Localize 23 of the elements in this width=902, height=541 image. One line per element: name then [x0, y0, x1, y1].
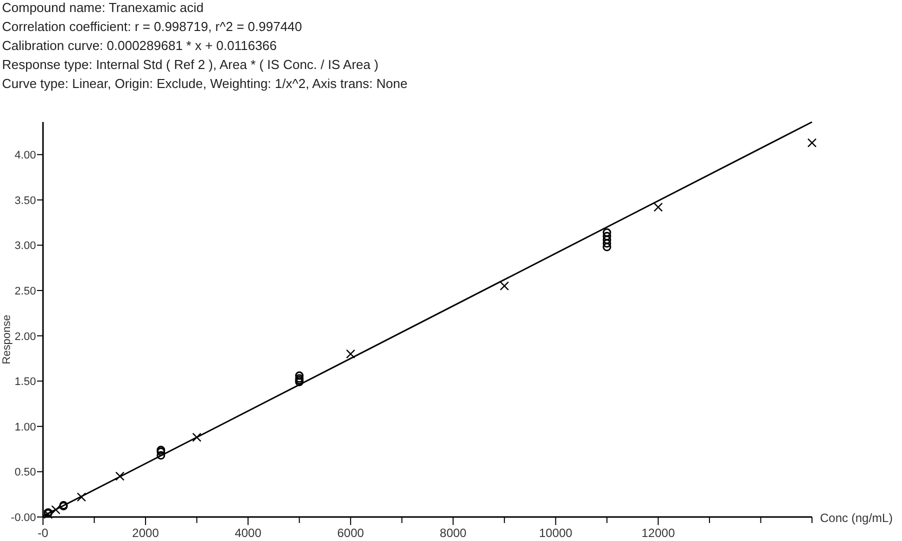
x-tick-label: -0	[38, 526, 49, 540]
x-tick-label: 2000	[132, 526, 160, 540]
text: Response type: Internal Std ( Ref 2 ), Area * ( IS Conc. / IS Area )	[2, 57, 378, 72]
x-axis-title: Conc (ng/mL)	[820, 511, 893, 525]
y-tick-label: 3.50	[14, 194, 36, 207]
y-tick-label: 0.50	[14, 466, 36, 479]
text: Correlation coefficient: r = 0.998719, r^2 = 0.997440	[2, 19, 302, 34]
x-tick-label: 12000	[642, 526, 676, 540]
y-tick-label: 3.00	[14, 240, 36, 252]
text: Calibration curve: 0.000289681 * x + 0.0116366	[2, 38, 277, 53]
y-tick-label: 4.00	[14, 150, 36, 162]
text: Curve type: Linear, Origin: Exclude, Weighting: 1/x^2, Axis trans: None	[2, 76, 408, 91]
y-tick-label: 2.50	[14, 286, 36, 298]
x-tick-label: 4000	[234, 526, 262, 540]
y-tick-label: 2.00	[14, 330, 36, 343]
y-axis-title: Response	[1, 314, 13, 364]
y-tick-label: 1.00	[14, 421, 36, 434]
x-tick-label: 6000	[337, 526, 364, 540]
x-tick-label: 8000	[440, 526, 467, 540]
x-tick-label: 10000	[538, 526, 573, 540]
chart-title: Compound name: Tranexamic acid	[2, 0, 204, 15]
y-tick-label: -0.00	[10, 512, 36, 524]
y-tick-label: 1.50	[14, 376, 36, 388]
